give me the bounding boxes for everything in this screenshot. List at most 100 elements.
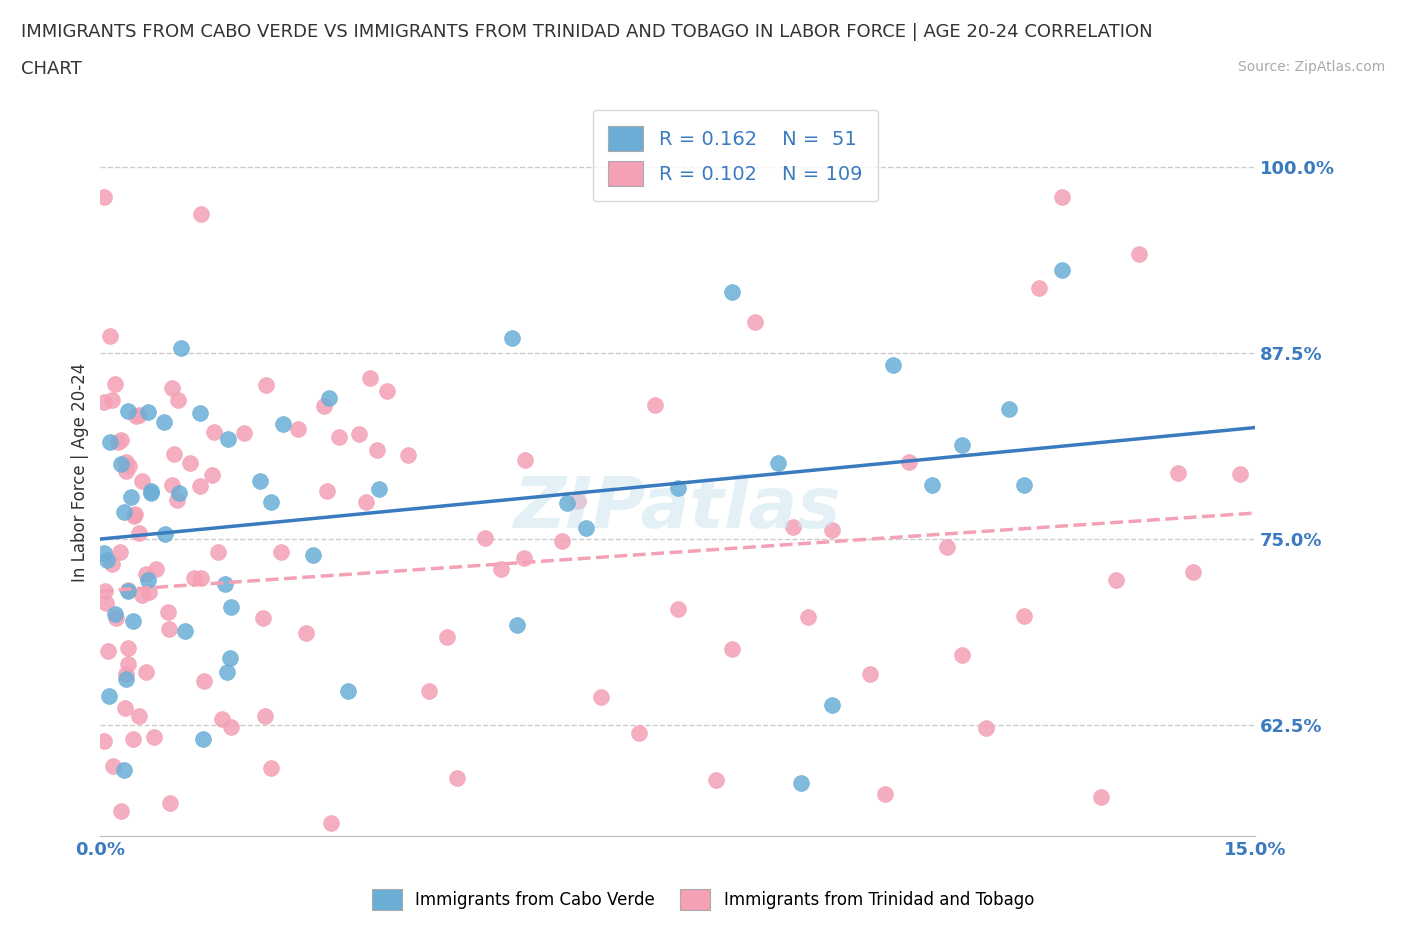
- Point: [1105, 572, 1128, 587]
- Point: [366, 443, 388, 458]
- Text: Source: ZipAtlas.com: Source: ZipAtlas.com: [1237, 60, 1385, 74]
- Point: [211, 711, 233, 726]
- Point: [1229, 467, 1251, 482]
- Point: [159, 795, 181, 810]
- Text: ZIPatlas: ZIPatlas: [515, 474, 841, 543]
- Point: [302, 548, 325, 563]
- Point: [190, 406, 212, 421]
- Point: [666, 480, 689, 495]
- Point: [190, 206, 212, 221]
- Point: [921, 477, 943, 492]
- Point: [104, 607, 127, 622]
- Point: [1167, 465, 1189, 480]
- Point: [312, 399, 335, 414]
- Point: [112, 763, 135, 777]
- Point: [875, 786, 897, 801]
- Point: [139, 484, 162, 498]
- Point: [1012, 608, 1035, 623]
- Point: [162, 446, 184, 461]
- Point: [143, 729, 166, 744]
- Y-axis label: In Labor Force | Age 20-24: In Labor Force | Age 20-24: [72, 363, 89, 582]
- Point: [179, 456, 201, 471]
- Point: [644, 398, 666, 413]
- Point: [506, 618, 529, 632]
- Point: [782, 520, 804, 535]
- Point: [474, 530, 496, 545]
- Point: [720, 285, 742, 299]
- Point: [98, 434, 121, 449]
- Point: [974, 720, 997, 735]
- Point: [666, 602, 689, 617]
- Point: [138, 584, 160, 599]
- Point: [790, 776, 813, 790]
- Point: [1128, 246, 1150, 261]
- Point: [744, 315, 766, 330]
- Point: [190, 570, 212, 585]
- Point: [112, 504, 135, 519]
- Point: [217, 432, 239, 446]
- Point: [513, 452, 536, 467]
- Point: [1052, 190, 1074, 205]
- Point: [145, 562, 167, 577]
- Point: [131, 474, 153, 489]
- Point: [859, 666, 882, 681]
- Point: [97, 689, 120, 704]
- Point: [93, 583, 115, 598]
- Point: [820, 698, 842, 712]
- Point: [128, 407, 150, 422]
- Point: [1090, 790, 1112, 804]
- Point: [117, 404, 139, 418]
- Point: [157, 622, 180, 637]
- Point: [166, 492, 188, 507]
- Point: [1052, 263, 1074, 278]
- Point: [115, 463, 138, 478]
- Point: [820, 523, 842, 538]
- Point: [575, 521, 598, 536]
- Point: [882, 357, 904, 372]
- Point: [720, 642, 742, 657]
- Point: [219, 651, 242, 666]
- Point: [766, 456, 789, 471]
- Point: [122, 509, 145, 524]
- Point: [118, 458, 141, 473]
- Point: [114, 701, 136, 716]
- Point: [131, 587, 153, 602]
- Point: [797, 609, 820, 624]
- Point: [94, 596, 117, 611]
- Point: [254, 709, 277, 724]
- Text: CHART: CHART: [21, 60, 82, 78]
- Point: [512, 551, 534, 565]
- Point: [270, 545, 292, 560]
- Point: [160, 477, 183, 492]
- Point: [167, 392, 190, 407]
- Point: [128, 525, 150, 540]
- Point: [446, 771, 468, 786]
- Point: [628, 726, 651, 741]
- Point: [107, 434, 129, 449]
- Point: [93, 190, 115, 205]
- Point: [215, 665, 238, 680]
- Point: [214, 577, 236, 591]
- Point: [135, 664, 157, 679]
- Point: [136, 573, 159, 588]
- Point: [193, 674, 215, 689]
- Point: [96, 553, 118, 568]
- Point: [207, 545, 229, 560]
- Point: [93, 545, 115, 560]
- Legend: R = 0.162    N =  51, R = 0.102    N = 109: R = 0.162 N = 51, R = 0.102 N = 109: [593, 111, 877, 201]
- Point: [336, 684, 359, 698]
- Point: [128, 709, 150, 724]
- Point: [396, 447, 419, 462]
- Point: [115, 455, 138, 470]
- Point: [155, 527, 177, 542]
- Point: [260, 495, 283, 510]
- Point: [117, 584, 139, 599]
- Point: [375, 383, 398, 398]
- Point: [160, 380, 183, 395]
- Point: [93, 394, 115, 409]
- Point: [551, 534, 574, 549]
- Point: [287, 422, 309, 437]
- Point: [567, 493, 589, 508]
- Point: [997, 402, 1019, 417]
- Point: [254, 378, 277, 392]
